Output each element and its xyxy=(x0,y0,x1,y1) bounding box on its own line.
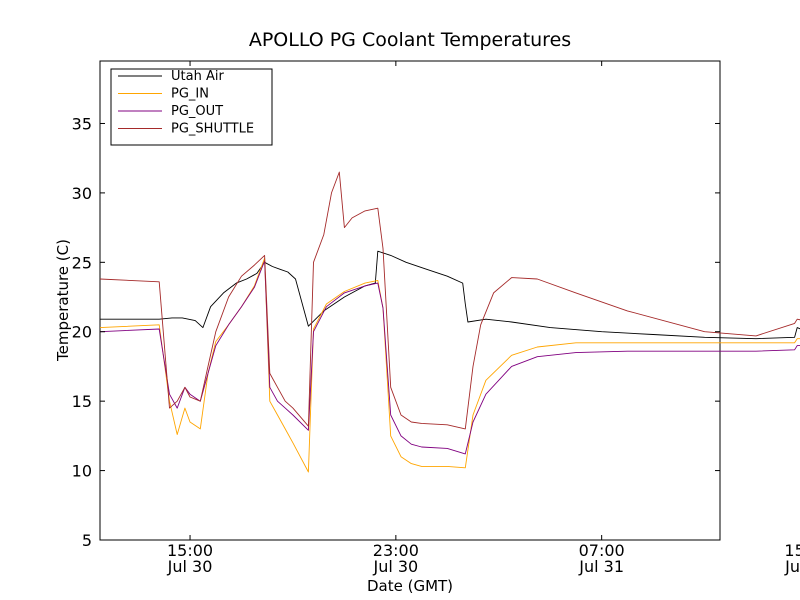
series-line-pg-in xyxy=(99,257,800,473)
series-line-pg-out xyxy=(99,260,800,455)
plot-frame xyxy=(99,60,721,541)
x-tick-date-label: Jul 31 xyxy=(784,557,800,576)
x-tick-time-label: 15:00 xyxy=(784,541,800,560)
legend-box xyxy=(110,68,273,146)
y-tick-label: 5 xyxy=(82,531,92,550)
y-tick-label: 15 xyxy=(72,392,92,411)
x-tick-date-label: Jul 30 xyxy=(372,557,418,576)
x-tick-time-label: 15:00 xyxy=(167,541,213,560)
y-tick-label: 30 xyxy=(72,184,92,203)
legend-label: PG_IN xyxy=(171,87,209,102)
x-tick-date-label: Jul 30 xyxy=(167,557,213,576)
series-line-pg-shuttle xyxy=(99,171,800,430)
legend-label: Utah Air xyxy=(171,69,224,84)
y-tick-label: 25 xyxy=(72,253,92,272)
chart-title: APOLLO PG Coolant Temperatures xyxy=(249,29,571,51)
series-layer xyxy=(99,171,800,473)
y-tick-label: 10 xyxy=(72,462,92,481)
series-line-utah-air xyxy=(100,250,800,340)
legend-label: PG_OUT xyxy=(171,104,223,119)
y-tick-label: 35 xyxy=(72,114,92,133)
y-tick-label: 20 xyxy=(72,323,92,342)
x-tick-time-label: 07:00 xyxy=(579,541,625,560)
x-tick-date-label: Jul 31 xyxy=(578,557,624,576)
y-axis-ticks: 5 10 15 20 25 30 35 xyxy=(72,114,720,550)
x-axis-label: Date (GMT) xyxy=(367,577,453,595)
legend-label: PG_SHUTTLE xyxy=(171,122,254,137)
y-axis-label: Temperature (C) xyxy=(54,239,72,362)
x-tick-time-label: 23:00 xyxy=(373,541,419,560)
legend: Utah Air PG_IN PG_OUT PG_SHUTTLE xyxy=(110,68,273,146)
